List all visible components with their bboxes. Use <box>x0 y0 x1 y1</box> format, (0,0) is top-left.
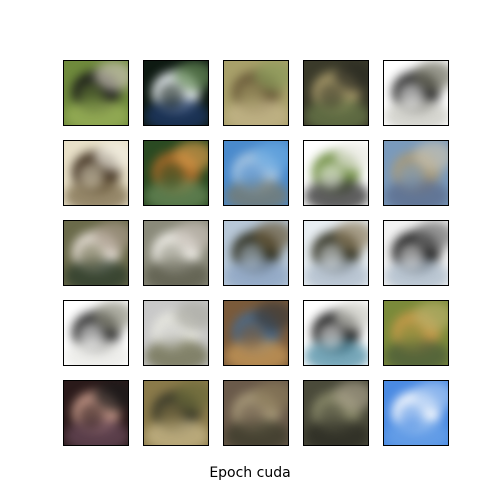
sample-4-2 <box>143 300 209 366</box>
sample-blob <box>318 83 344 109</box>
sample-5-1 <box>63 380 129 446</box>
sample-blob <box>398 403 424 429</box>
sample-blob <box>238 243 264 269</box>
sample-1-1 <box>63 60 129 126</box>
sample-5-3 <box>223 380 289 446</box>
sample-3-5 <box>383 220 449 286</box>
sample-blob <box>158 403 184 429</box>
sample-2-5 <box>383 140 449 206</box>
sample-blob <box>318 403 344 429</box>
sample-blob <box>78 323 104 349</box>
sample-blob <box>238 83 264 109</box>
sample-4-3 <box>223 300 289 366</box>
sample-5-4 <box>303 380 369 446</box>
sample-blob <box>78 243 104 269</box>
sample-blob <box>158 163 184 189</box>
sample-blob <box>398 323 424 349</box>
figure-caption: Epoch cuda <box>209 465 291 481</box>
sample-3-3 <box>223 220 289 286</box>
sample-4-1 <box>63 300 129 366</box>
sample-1-3 <box>223 60 289 126</box>
sample-2-3 <box>223 140 289 206</box>
sample-3-1 <box>63 220 129 286</box>
sample-blob <box>318 163 344 189</box>
sample-3-4 <box>303 220 369 286</box>
sample-4-4 <box>303 300 369 366</box>
sample-blob <box>398 243 424 269</box>
sample-1-5 <box>383 60 449 126</box>
sample-blob <box>398 83 424 109</box>
sample-blob <box>398 163 424 189</box>
sample-5-5 <box>383 380 449 446</box>
sample-blob <box>158 243 184 269</box>
sample-4-5 <box>383 300 449 366</box>
sample-blob <box>78 163 104 189</box>
sample-5-2 <box>143 380 209 446</box>
sample-blob <box>78 83 104 109</box>
sample-blob <box>238 163 264 189</box>
sample-blob <box>238 403 264 429</box>
sample-blob <box>238 323 264 349</box>
sample-blob <box>158 83 184 109</box>
sample-2-1 <box>63 140 129 206</box>
sample-1-4 <box>303 60 369 126</box>
sample-blob <box>318 323 344 349</box>
sample-blob <box>78 403 104 429</box>
sample-3-2 <box>143 220 209 286</box>
sample-2-2 <box>143 140 209 206</box>
sample-blob <box>158 323 184 349</box>
sample-1-2 <box>143 60 209 126</box>
sample-2-4 <box>303 140 369 206</box>
sample-blob <box>318 243 344 269</box>
